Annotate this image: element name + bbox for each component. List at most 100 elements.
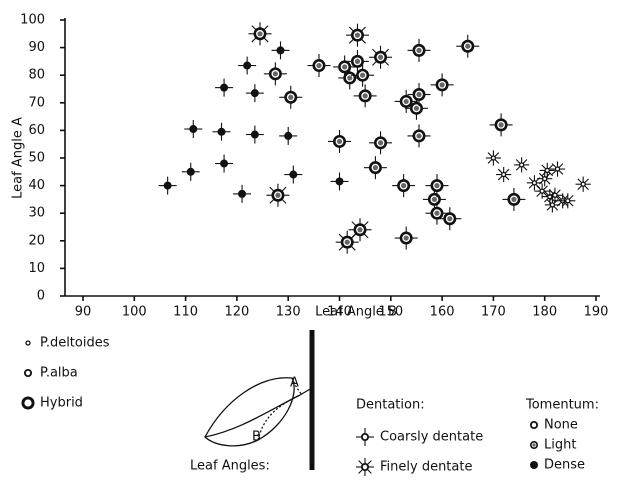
dot (416, 91, 422, 98)
dot (542, 176, 548, 182)
dot (220, 159, 229, 168)
x-tick-label: 190 (584, 305, 609, 320)
dot (439, 82, 445, 88)
dot (275, 192, 281, 198)
x-tick-label: 120 (224, 305, 249, 320)
dot (403, 98, 409, 105)
legend-symbol (21, 396, 35, 410)
dot (511, 196, 517, 202)
point (407, 124, 431, 148)
dot (447, 216, 453, 222)
dot (23, 368, 33, 378)
dot (276, 46, 285, 55)
point (560, 193, 576, 209)
x-axis-label: Leaf Angle B (315, 305, 397, 320)
dot (539, 188, 545, 194)
dot (316, 62, 322, 69)
dot (347, 75, 353, 81)
point (307, 54, 331, 78)
x-tick-label: 140 (327, 305, 352, 320)
dot (377, 140, 384, 146)
dot (342, 64, 348, 70)
point (539, 162, 555, 179)
point (575, 176, 591, 192)
dot (335, 177, 344, 186)
point (348, 218, 372, 242)
dot (372, 165, 379, 171)
point (369, 45, 393, 69)
point (212, 122, 231, 141)
dot (288, 94, 294, 100)
legend-symbol (530, 441, 538, 449)
dot (220, 83, 229, 92)
point (534, 183, 550, 199)
point (351, 63, 375, 87)
legend-label: Light (544, 438, 576, 453)
dot (490, 155, 497, 161)
dot (250, 130, 259, 139)
legend-symbol (530, 461, 538, 469)
legend-symbol (25, 340, 31, 346)
x-tick-label: 130 (276, 305, 301, 320)
point (184, 120, 203, 139)
dot (465, 43, 471, 49)
point (526, 175, 543, 191)
point (363, 156, 387, 180)
legend-label: Coarsly dentate (380, 430, 483, 445)
point (489, 113, 513, 137)
y-tick-label: 0 (37, 289, 45, 304)
point (328, 129, 351, 153)
legend-symbol (529, 420, 539, 430)
dot (377, 54, 384, 60)
point (333, 55, 357, 79)
point (245, 125, 264, 144)
diagram-title: Leaf Angles: (190, 459, 270, 474)
point (425, 174, 449, 198)
dot (413, 105, 420, 111)
y-tick-label: 40 (28, 178, 45, 193)
legend-title: Tomentum: (525, 398, 599, 413)
y-tick-label: 100 (20, 13, 45, 28)
dot (289, 170, 298, 179)
legend-symbol (356, 428, 374, 446)
dot (186, 167, 195, 176)
point (537, 171, 553, 187)
y-tick-label: 90 (28, 40, 45, 55)
dot (434, 183, 440, 189)
legend-label: Dense (544, 458, 585, 473)
dot (344, 239, 350, 245)
point (430, 73, 454, 97)
point (456, 34, 480, 58)
y-tick-label: 50 (28, 151, 45, 166)
dot (518, 162, 525, 168)
dot (544, 167, 550, 174)
dot (549, 202, 556, 208)
dot (272, 71, 278, 77)
x-tick-label: 150 (378, 305, 403, 320)
point (345, 49, 369, 73)
dot (552, 192, 558, 198)
point (279, 85, 303, 109)
point (279, 126, 298, 145)
dot (431, 196, 438, 202)
diagram-label: A (290, 376, 299, 391)
dot (163, 181, 172, 190)
dot (336, 138, 343, 145)
point (345, 23, 369, 47)
dot (21, 396, 35, 410)
x-tick-label: 110 (173, 305, 198, 320)
y-tick-label: 30 (28, 206, 45, 221)
point (394, 226, 418, 250)
legend-label: Finely dentate (380, 460, 472, 475)
point (233, 184, 252, 203)
legend-title: Dentation: (356, 398, 425, 413)
dot (498, 122, 504, 128)
point (547, 187, 563, 203)
point (248, 22, 272, 46)
point (181, 162, 200, 181)
dot (416, 133, 422, 139)
x-tick-label: 160 (430, 305, 455, 320)
y-tick-label: 20 (28, 233, 45, 248)
dot (530, 461, 538, 469)
